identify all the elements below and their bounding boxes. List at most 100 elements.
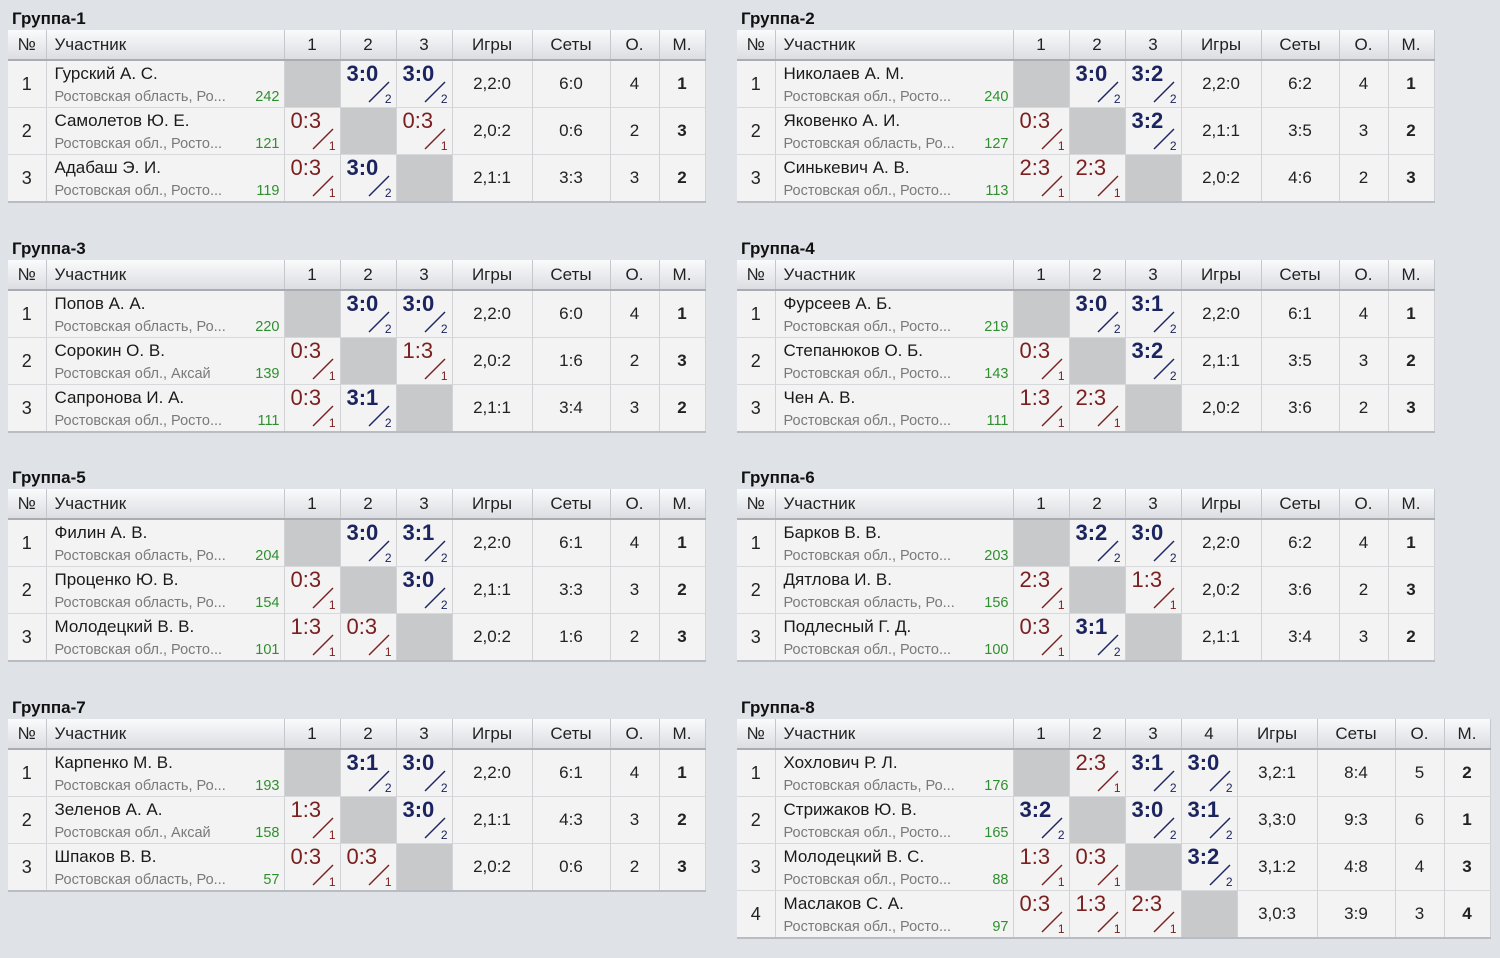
match-result[interactable]: 3:0 2	[340, 60, 397, 108]
match-result[interactable]: 3:0 2	[1125, 519, 1182, 567]
player-cell[interactable]: Маслаков С. А. Ростовская обл., Росто... 9…	[775, 890, 1014, 939]
player-cell[interactable]: Сорокин О. В. Ростовская обл., Аксай 139	[46, 337, 285, 385]
match-result[interactable]: 0:3 1	[284, 107, 341, 155]
table-row[interactable]: 2 Стрижаков Ю. В. Ростовская обл., Росто..…	[737, 796, 1491, 844]
header-no[interactable]: №	[737, 489, 776, 520]
header-opponent[interactable]: 2	[340, 30, 397, 61]
table-row[interactable]: 3 Сапронова И. А. Ростовская обл., Росто..…	[8, 384, 706, 433]
match-result[interactable]: 3:0 2	[1181, 749, 1238, 797]
match-result[interactable]: 3:2 2	[1181, 843, 1238, 891]
match-result[interactable]: 3:1 2	[1181, 796, 1238, 844]
match-result[interactable]: 1:3 1	[1125, 566, 1182, 614]
match-result[interactable]: 0:3 1	[1013, 890, 1070, 939]
table-row[interactable]: 1 Карпенко М. В. Ростовская область, Ро...…	[8, 749, 706, 797]
table-row[interactable]: 3 Синькевич А. В. Ростовская обл., Росто..…	[737, 154, 1435, 203]
match-result[interactable]: 3:1 2	[1125, 290, 1182, 338]
table-row[interactable]: 2 Проценко Ю. В. Ростовская область, Ро...…	[8, 566, 706, 614]
header-games[interactable]: Игры	[1181, 489, 1262, 520]
player-name[interactable]: Стрижаков Ю. В.	[783, 800, 917, 819]
match-result[interactable]: 0:3 1	[340, 613, 397, 662]
match-result[interactable]: 0:3 1	[284, 337, 341, 385]
player-name[interactable]: Барков В. В.	[783, 523, 882, 542]
match-result[interactable]: 0:3 1	[340, 843, 397, 892]
table-row[interactable]: 3 Подлесный Г. Д. Ростовская обл., Росто..…	[737, 613, 1435, 662]
header-opponent[interactable]: 1	[1013, 260, 1070, 291]
player-cell[interactable]: Николаев А. М. Ростовская обл., Росто... 2…	[775, 60, 1014, 108]
header-opponent[interactable]: 4	[1181, 719, 1238, 750]
header-sets[interactable]: Сеты	[532, 489, 611, 520]
header-place[interactable]: М.	[659, 260, 706, 291]
player-name[interactable]: Гурский А. С.	[54, 64, 158, 83]
player-cell[interactable]: Молодецкий В. С. Ростовская обл., Росто..…	[775, 843, 1014, 891]
match-result[interactable]: 3:1 2	[1069, 613, 1126, 662]
match-result[interactable]: 0:3 1	[284, 843, 341, 892]
header-opponent[interactable]: 2	[340, 489, 397, 520]
header-points[interactable]: О.	[1339, 489, 1389, 520]
header-opponent[interactable]: 2	[1069, 260, 1126, 291]
header-opponent[interactable]: 3	[396, 489, 453, 520]
match-result[interactable]: 3:1 2	[396, 519, 453, 567]
header-no[interactable]: №	[8, 30, 47, 61]
player-cell[interactable]: Подлесный Г. Д. Ростовская обл., Росто...…	[775, 613, 1014, 662]
player-cell[interactable]: Зеленов А. А. Ростовская обл., Аксай 158	[46, 796, 285, 844]
header-sets[interactable]: Сеты	[532, 719, 611, 750]
header-opponent[interactable]: 1	[284, 719, 341, 750]
match-result[interactable]: 1:3 1	[396, 337, 453, 385]
header-no[interactable]: №	[737, 260, 776, 291]
header-opponent[interactable]: 2	[340, 260, 397, 291]
table-row[interactable]: 1 Гурский А. С. Ростовская область, Ро... 2…	[8, 60, 706, 108]
header-games[interactable]: Игры	[1181, 260, 1262, 291]
match-result[interactable]: 2:3 1	[1069, 749, 1126, 797]
player-name[interactable]: Карпенко М. В.	[54, 753, 173, 772]
match-result[interactable]: 0:3 1	[1069, 843, 1126, 891]
player-cell[interactable]: Барков В. В. Ростовская обл., Росто... 203	[775, 519, 1014, 567]
match-result[interactable]: 0:3 1	[284, 566, 341, 614]
player-cell[interactable]: Шпаков В. В. Ростовская область, Ро... 57	[46, 843, 285, 892]
header-no[interactable]: №	[737, 30, 776, 61]
match-result[interactable]: 2:3 1	[1069, 154, 1126, 203]
header-sets[interactable]: Сеты	[532, 260, 611, 291]
table-row[interactable]: 1 Хохлович Р. Л. Ростовская область, Ро...…	[737, 749, 1491, 797]
player-name[interactable]: Молодецкий В. С.	[783, 847, 925, 866]
header-points[interactable]: О.	[1395, 719, 1445, 750]
header-games[interactable]: Игры	[452, 260, 533, 291]
match-result[interactable]: 3:2 2	[1013, 796, 1070, 844]
match-result[interactable]: 3:0 2	[340, 519, 397, 567]
header-points[interactable]: О.	[610, 30, 660, 61]
header-place[interactable]: М.	[659, 719, 706, 750]
player-name[interactable]: Попов А. А.	[54, 294, 146, 313]
player-name[interactable]: Фурсеев А. Б.	[783, 294, 893, 313]
header-sets[interactable]: Сеты	[1317, 719, 1396, 750]
header-place[interactable]: М.	[1388, 489, 1435, 520]
header-points[interactable]: О.	[1339, 260, 1389, 291]
header-player[interactable]: Участник	[775, 260, 1014, 291]
player-name[interactable]: Яковенко А. И.	[783, 111, 901, 130]
player-cell[interactable]: Фурсеев А. Б. Ростовская обл., Росто... 21…	[775, 290, 1014, 338]
player-name[interactable]: Подлесный Г. Д.	[783, 617, 912, 636]
match-result[interactable]: 2:3 1	[1013, 154, 1070, 203]
header-player[interactable]: Участник	[46, 489, 285, 520]
match-result[interactable]: 3:0 2	[396, 290, 453, 338]
player-cell[interactable]: Чен А. В. Ростовская обл., Росто... 111	[775, 384, 1014, 433]
table-row[interactable]: 1 Николаев А. М. Ростовская обл., Росто...…	[737, 60, 1435, 108]
table-row[interactable]: 2 Степанюков О. Б. Ростовская обл., Росто.…	[737, 337, 1435, 385]
player-cell[interactable]: Сапронова И. А. Ростовская обл., Росто...…	[46, 384, 285, 433]
table-row[interactable]: 4 Маслаков С. А. Ростовская обл., Росто...…	[737, 890, 1491, 939]
match-result[interactable]: 0:3 1	[284, 384, 341, 433]
header-opponent[interactable]: 1	[1013, 30, 1070, 61]
match-result[interactable]: 3:0 2	[396, 566, 453, 614]
match-result[interactable]: 1:3 1	[1069, 890, 1126, 939]
player-name[interactable]: Адабаш Э. И.	[54, 158, 161, 177]
match-result[interactable]: 3:1 2	[1125, 749, 1182, 797]
table-row[interactable]: 3 Шпаков В. В. Ростовская область, Ро... 57…	[8, 843, 706, 892]
match-result[interactable]: 1:3 1	[1013, 843, 1070, 891]
match-result[interactable]: 2:3 1	[1125, 890, 1182, 939]
header-points[interactable]: О.	[610, 719, 660, 750]
match-result[interactable]: 1:3 1	[284, 796, 341, 844]
match-result[interactable]: 0:3 1	[1013, 337, 1070, 385]
match-result[interactable]: 0:3 1	[396, 107, 453, 155]
header-place[interactable]: М.	[1444, 719, 1491, 750]
table-row[interactable]: 1 Попов А. А. Ростовская область, Ро... 220…	[8, 290, 706, 338]
match-result[interactable]: 3:1 2	[340, 749, 397, 797]
header-games[interactable]: Игры	[452, 719, 533, 750]
